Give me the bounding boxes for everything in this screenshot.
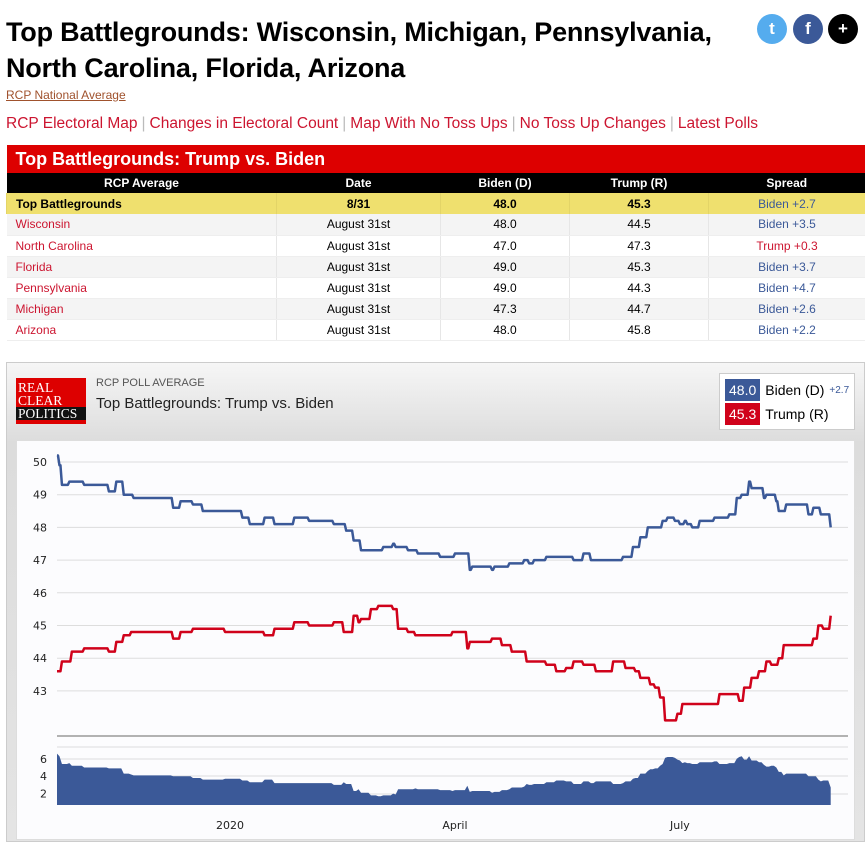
spread-area [57,754,831,805]
y-tick-label: 48 [33,521,47,534]
series-line-biden [57,455,831,569]
x-tick-label: 2020 [216,819,244,832]
y-tick-label: 50 [33,456,47,469]
spread-tick-label: 2 [40,788,47,801]
y-tick-label: 49 [33,489,47,502]
spread-tick-label: 4 [40,770,47,783]
y-tick-label: 44 [33,652,47,665]
y-tick-label: 43 [33,685,47,698]
spread-tick-label: 6 [40,753,47,766]
y-tick-label: 45 [33,620,47,633]
y-tick-label: 46 [33,587,47,600]
series-line-trump [57,606,831,720]
y-tick-label: 47 [33,554,47,567]
x-tick-label: April [442,819,467,832]
x-tick-label: July [669,819,690,832]
